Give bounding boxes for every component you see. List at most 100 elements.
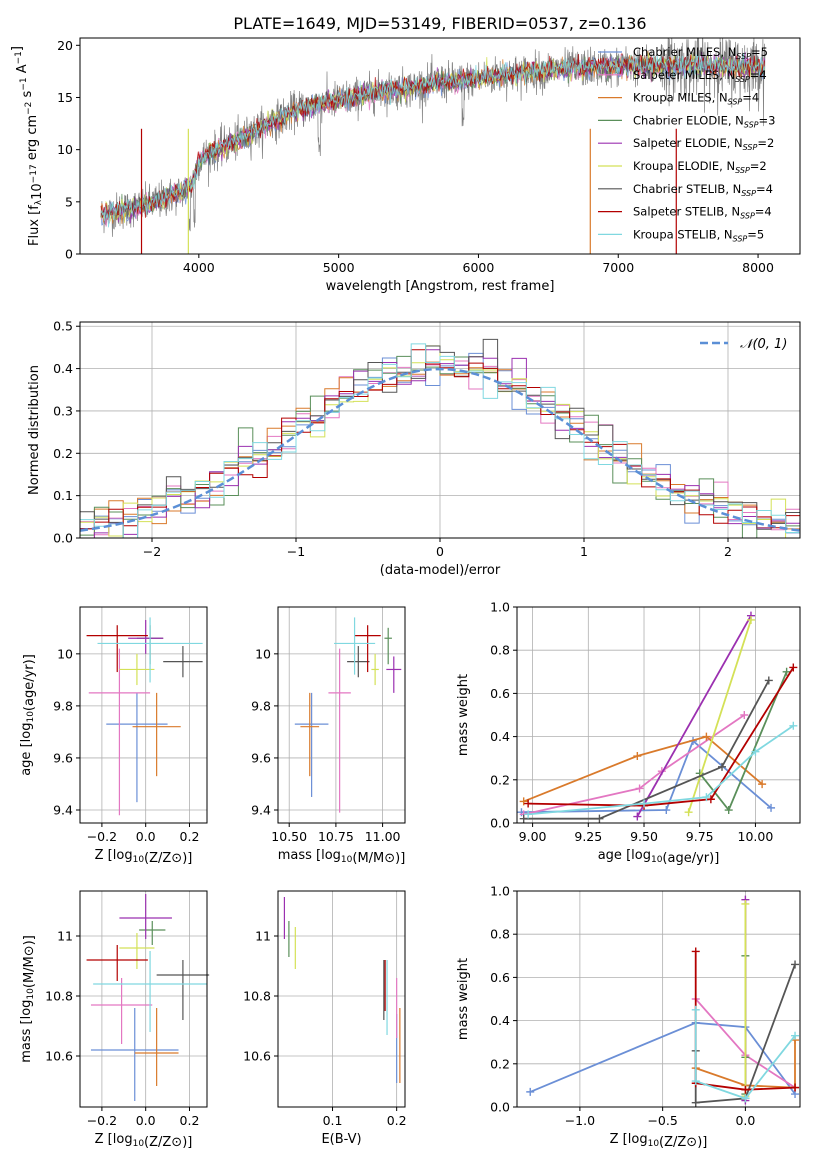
mass_vs_ebv-xlabel: E(B-V) bbox=[321, 1132, 361, 1147]
age_vs_mass-frame: 10.50 10.75 11.00 9.4 9.6 9.8 10 bbox=[251, 606, 406, 844]
age_vs_z-points bbox=[86, 617, 203, 816]
residuals-frame: −2 −1 0 1 2 0.0 0.1 0.2 0.3 0.4 0.5 bbox=[53, 319, 801, 559]
weight_vs_age-series bbox=[517, 611, 798, 823]
point-kroupa-stelib bbox=[97, 617, 203, 683]
series-marker bbox=[519, 797, 528, 806]
y-tick-label: 0.4 bbox=[490, 1013, 510, 1028]
y-tick-label: 5 bbox=[65, 194, 73, 209]
mass_vs_z-ylabel: mass [log10(M/M⊙)] bbox=[19, 935, 37, 1063]
series-marker bbox=[691, 947, 700, 956]
point-kroupa-stelib bbox=[334, 617, 376, 675]
mass_vs_ebv-axes bbox=[278, 891, 405, 1107]
y-tick-label: 0.6 bbox=[490, 686, 510, 701]
plot-frame bbox=[516, 890, 801, 1108]
series-marker bbox=[524, 810, 533, 819]
weight_vs_z-frame: −1.0 −0.5 0.0 0.0 0.2 0.4 0.6 0.8 1.0 bbox=[490, 884, 801, 1128]
x-tick-label: 0.0 bbox=[735, 1113, 755, 1128]
series-kroupa-stelib bbox=[691, 1005, 800, 1103]
y-tick-label: 9.4 bbox=[251, 802, 271, 817]
series-marker bbox=[640, 799, 649, 808]
series-line bbox=[529, 1021, 796, 1095]
series-marker bbox=[791, 960, 800, 969]
legend-entry: 𝒩(0, 1) bbox=[740, 337, 787, 352]
legend-entry: Chabrier ELODIE, NSSP=3 bbox=[633, 113, 775, 129]
x-tick-label: 0 bbox=[436, 544, 444, 559]
series-marker bbox=[691, 1077, 700, 1086]
series-marker bbox=[635, 784, 644, 793]
legend-entry: Kroupa STELIB, NSSP=5 bbox=[633, 227, 764, 243]
series-line bbox=[523, 714, 745, 816]
weight_vs_age-ylabel: mass weight bbox=[456, 674, 471, 756]
y-tick-label: 9.6 bbox=[251, 750, 271, 765]
y-tick-label: 0.4 bbox=[53, 361, 73, 376]
point-chabrier-stelib bbox=[156, 960, 210, 1020]
legend-entry: Salpeter ELODIE, NSSP=2 bbox=[633, 136, 774, 152]
x-tick-label: 10.75 bbox=[318, 829, 354, 844]
x-tick-label: 9.50 bbox=[630, 829, 658, 844]
age_vs_mass-points bbox=[294, 617, 402, 813]
series-line bbox=[636, 615, 752, 817]
y-tick-label: 10 bbox=[57, 646, 73, 661]
point-chabrier-elodie bbox=[384, 627, 392, 665]
mass_vs_z-axes bbox=[80, 891, 207, 1107]
series-marker bbox=[741, 1094, 750, 1103]
plot-frame bbox=[79, 606, 208, 824]
series-marker bbox=[595, 814, 604, 823]
legend-entry: Kroupa ELODIE, NSSP=2 bbox=[633, 159, 767, 175]
point-kroupa-elodie bbox=[119, 653, 155, 686]
legend-entry: Chabrier MILES, NSSP=5 bbox=[633, 45, 768, 61]
series-marker bbox=[782, 667, 791, 676]
series-marker bbox=[740, 711, 749, 719]
model-spectrum-kroupa-stelib bbox=[100, 52, 765, 228]
y-tick-label: 0.8 bbox=[490, 927, 510, 942]
series-marker bbox=[633, 812, 642, 821]
y-tick-label: 0.1 bbox=[53, 488, 73, 503]
histogram-chabrier-miles bbox=[80, 352, 800, 538]
spectrum-xlabel: wavelength [Angstrom, rest frame] bbox=[326, 279, 555, 294]
x-tick-label: 2 bbox=[724, 544, 732, 559]
x-tick-label: 0.1 bbox=[323, 1113, 343, 1128]
y-tick-label: 15 bbox=[57, 90, 73, 105]
mass_vs_z-points bbox=[86, 894, 210, 1101]
mass_vs_z-frame: −0.2 0.0 0.2 10.6 10.8 11 bbox=[45, 890, 208, 1128]
series-marker bbox=[706, 795, 715, 804]
point-chabrier-elodie bbox=[139, 921, 166, 945]
series-salpeter-elodie bbox=[633, 611, 755, 821]
age_vs_z-frame: −0.2 0.0 0.2 9.4 9.6 9.8 10 bbox=[53, 606, 208, 844]
series-line bbox=[687, 619, 752, 813]
x-tick-label: 5000 bbox=[323, 260, 355, 275]
y-tick-label: 0.2 bbox=[490, 1056, 510, 1071]
y-tick-label: 0.6 bbox=[490, 970, 510, 985]
series-marker bbox=[691, 1098, 700, 1107]
series-marker bbox=[526, 1087, 535, 1096]
y-tick-label: 0 bbox=[65, 247, 73, 262]
series-line bbox=[523, 679, 770, 820]
series-marker bbox=[789, 721, 798, 730]
plot-frame bbox=[79, 37, 801, 255]
point-kroupa-miles bbox=[134, 1008, 179, 1086]
x-tick-label: −1 bbox=[287, 544, 305, 559]
y-tick-label: 1.0 bbox=[490, 600, 510, 615]
plot-frame bbox=[277, 606, 406, 824]
x-tick-label: 8000 bbox=[742, 260, 774, 275]
point-kroupa-miles bbox=[132, 692, 181, 777]
point-salpeter-stelib bbox=[354, 625, 381, 673]
point-salpeter-stelib bbox=[86, 625, 148, 673]
age_vs_mass-xlabel: mass [log10(M/M⊙)] bbox=[278, 848, 406, 866]
mass_vs_z-xlabel: Z [log10(Z/Z⊙)] bbox=[95, 1132, 193, 1150]
figure-title: PLATE=1649, MJD=53149, FIBERID=0537, z=0… bbox=[233, 14, 646, 33]
weight_vs_z-ylabel: mass weight bbox=[456, 958, 471, 1040]
x-tick-label: −0.2 bbox=[87, 829, 117, 844]
point-chabrier-stelib bbox=[347, 646, 370, 678]
series-kroupa-stelib bbox=[524, 721, 798, 819]
y-tick-label: 11 bbox=[255, 929, 271, 944]
x-tick-label: 10.00 bbox=[738, 829, 774, 844]
residual-histograms bbox=[80, 338, 800, 538]
mass_vs_ebv-frame: 0.1 0.2 10.6 10.8 11 bbox=[243, 890, 407, 1128]
x-tick-label: 11.00 bbox=[365, 829, 401, 844]
point-salpeter-miles bbox=[88, 648, 151, 816]
x-tick-label: 6000 bbox=[463, 260, 495, 275]
series-chabrier-stelib bbox=[519, 676, 773, 823]
point-salpeter-miles bbox=[90, 978, 153, 1044]
y-tick-label: 0.2 bbox=[53, 446, 73, 461]
